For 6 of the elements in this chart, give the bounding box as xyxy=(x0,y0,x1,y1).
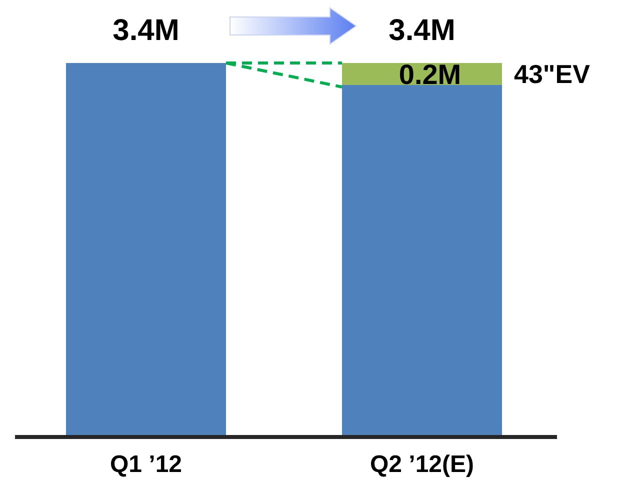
total-label: 3.4M xyxy=(388,14,456,47)
series-label: 43"EV xyxy=(514,59,591,89)
total-label: 3.4M xyxy=(112,14,180,47)
x-tick-label: Q1 ’12 xyxy=(110,451,182,478)
x-tick-label: Q2 ’12(E) xyxy=(370,451,474,478)
data-label: 0.2M xyxy=(398,59,462,90)
